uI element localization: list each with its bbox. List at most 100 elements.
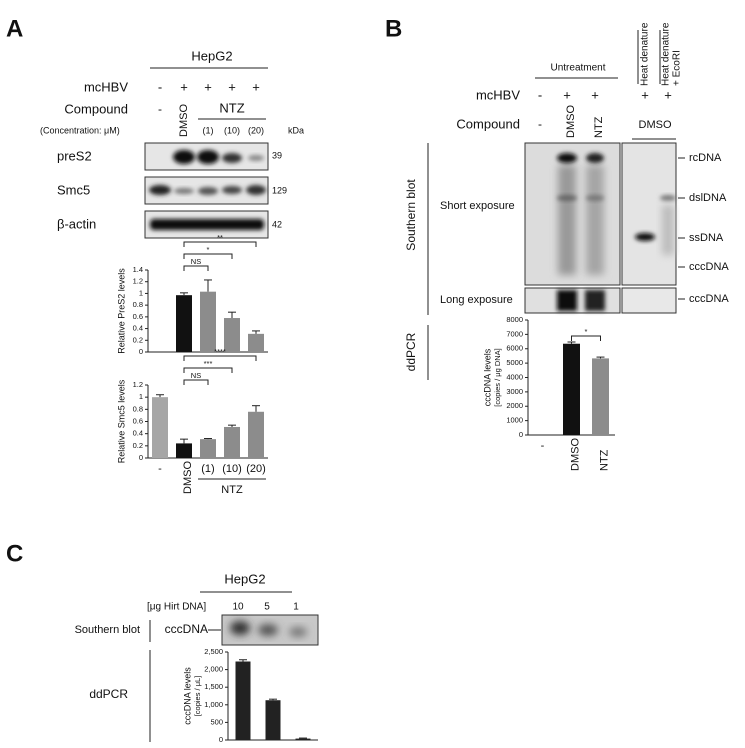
y-tick-label: 6000 [506, 344, 523, 353]
y-tick-label: 0 [139, 347, 143, 356]
y-tick-label: 0.4 [133, 429, 143, 438]
significance-bracket [183, 265, 209, 271]
row-label: mcHBV [84, 79, 128, 94]
band-label: cccDNA [165, 622, 208, 636]
bar [224, 318, 240, 352]
significance-label: * [207, 245, 210, 254]
significance-bracket [571, 335, 601, 341]
lane-label: NTZ [593, 116, 605, 138]
y-tick-label: 1.2 [133, 277, 143, 286]
smear [662, 205, 674, 255]
y-tick-label: 1,000 [204, 700, 223, 709]
bar [592, 358, 609, 435]
lane-label: - [158, 79, 162, 94]
band [174, 188, 194, 194]
row-label: Long exposure [440, 294, 513, 306]
bar-chart: 0 1000 2000 3000 4000 5000 6000 7000 8000 cccDNA … [482, 315, 615, 471]
y-axis-label: [copies / μg DNA] [493, 348, 502, 407]
x-tick-label: DMSO [182, 461, 194, 494]
y-axis-label: cccDNA levels [482, 348, 492, 406]
group-label: + EcoRI [672, 50, 683, 86]
significance-label: ** [217, 233, 223, 242]
lane-label: + [228, 79, 236, 94]
band-label: cccDNA [689, 261, 729, 273]
y-tick-label: 0 [219, 735, 223, 744]
kda-label: 129 [272, 185, 287, 195]
band [248, 155, 264, 161]
band [635, 233, 655, 241]
lane-label: DMSO [178, 104, 190, 137]
y-tick-label: 1,500 [204, 682, 223, 691]
significance-bracket [183, 253, 233, 259]
lane-label: + [204, 79, 212, 94]
row-label: Compound [64, 101, 128, 116]
significance-label: NS [191, 257, 201, 266]
bar [224, 426, 240, 458]
smear [586, 165, 604, 275]
x-tick-label: (20) [246, 463, 266, 475]
significance-bracket [183, 367, 233, 373]
lane-label: DMSO [565, 105, 577, 138]
y-tick-label: 3000 [506, 387, 523, 396]
lane-label: (20) [248, 125, 264, 135]
band-label: ssDNA [689, 232, 724, 244]
kda-label: 42 [272, 219, 282, 229]
x-tick-label: NTZ [598, 449, 610, 471]
y-axis-label: [copies / μL] [193, 676, 202, 717]
blot-labels: preS2 39 Smc5 129 β-actin 42 [57, 148, 287, 231]
x-tick-label: DMSO [569, 438, 581, 471]
y-tick-label: 4000 [506, 372, 523, 381]
y-tick-label: 1 [139, 392, 143, 401]
band [246, 185, 266, 195]
blot-label: β-actin [57, 216, 96, 231]
band [258, 624, 278, 636]
panel-label: C [6, 540, 23, 567]
y-tick-label: 5000 [506, 358, 523, 367]
y-tick-label: 7000 [506, 329, 523, 338]
lane-label: 1 [293, 602, 299, 613]
y-tick-label: 500 [210, 717, 223, 726]
lane-label: + [252, 79, 260, 94]
blot-label: preS2 [57, 148, 92, 163]
lane-label: + [641, 87, 649, 102]
band [149, 185, 171, 195]
bar-chart: 0 500 1,000 1,500 2,000 2,500 cccDNA levels [co… [182, 647, 318, 744]
y-tick-label: 0.6 [133, 416, 143, 425]
group-label: NTZ [221, 484, 243, 496]
panel-label: A [6, 15, 23, 42]
band [586, 153, 604, 163]
panel-label: B [385, 15, 402, 42]
band [197, 150, 219, 164]
lane-labels: 10 5 1 [232, 602, 299, 613]
y-tick-label: 8000 [506, 315, 523, 324]
lane-label: + [180, 79, 188, 94]
lane-labels: - + + + + - DMSO (1) (10) (20) [158, 79, 264, 137]
bar [200, 291, 216, 352]
lane-label: - [538, 87, 542, 102]
section-label: ddPCR [89, 687, 128, 701]
x-tick-label: (10) [222, 463, 242, 475]
kda-label: 39 [272, 150, 282, 160]
group-label: Heat denature [661, 22, 672, 86]
section-label: Southern blot [75, 624, 140, 636]
lane-label: 10 [232, 602, 244, 613]
y-tick-label: 2,000 [204, 665, 223, 674]
y-tick-label: 2000 [506, 401, 523, 410]
y-tick-label: 0 [519, 430, 523, 439]
lane-label: - [158, 102, 162, 116]
blot-frame [621, 287, 677, 314]
y-tick-label: 0.4 [133, 324, 143, 333]
significance-bracket [183, 355, 257, 361]
lane-label: 5 [264, 602, 270, 613]
group-label: NTZ [219, 100, 244, 115]
band [222, 186, 242, 194]
section-label: Southern blot [404, 179, 418, 251]
lane-label: + [563, 87, 571, 102]
band [173, 150, 195, 164]
band-label: cccDNA [689, 293, 729, 305]
lane-label: DMSO [639, 119, 672, 131]
lane-label: - [538, 117, 542, 131]
y-axis-label: cccDNA levels [182, 667, 192, 725]
row-label: Short exposure [440, 200, 515, 212]
